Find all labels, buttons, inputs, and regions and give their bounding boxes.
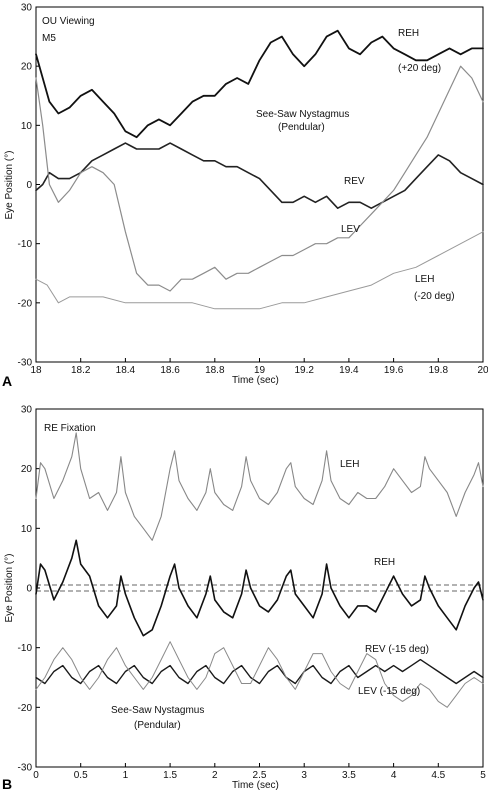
series-line-leh-a: [35, 231, 484, 310]
x-tick-label: 1.5: [163, 770, 177, 781]
y-tick-label: -30: [18, 358, 33, 369]
series-label-leh-b: LEH: [340, 459, 359, 470]
annotation-see-saw-a: See-Saw Nystagmus: [256, 109, 349, 120]
y-tick-label: -20: [18, 298, 33, 309]
y-tick-label: 10: [21, 121, 33, 132]
x-tick-label: 18: [30, 365, 42, 376]
x-tick-label: 4: [391, 770, 397, 781]
x-axis-label-a: Time (sec): [232, 375, 279, 386]
series-label-lev-b: LEV (-15 deg): [358, 686, 420, 697]
x-tick-label: 18.8: [205, 365, 225, 376]
reference-lines-b: [36, 584, 483, 592]
panel-b: 0 0.5 1 1.5 2 2.5 3 3.5 4 4.5 5 30 20 10 0 -10 -20 -30 Ti…: [2, 405, 486, 790]
series-line-reh-a: [35, 29, 484, 139]
annotation-m5: M5: [42, 33, 56, 44]
y-tick-label: 0: [26, 584, 32, 595]
plot-frame-b: [35, 408, 484, 768]
x-tick-label: 19.2: [294, 365, 314, 376]
series-label-rev-a: REV: [344, 176, 365, 187]
x-tick-label: 18.4: [116, 365, 136, 376]
series-group-b: [35, 432, 484, 708]
y-tick-label: 30: [21, 405, 33, 416]
y-tick-label: 10: [21, 524, 33, 535]
x-tick-label: 19: [254, 365, 266, 376]
series-line-rev-a: [35, 142, 484, 209]
x-tick-label: 3: [301, 770, 307, 781]
series-sublabel-reh-a: (+20 deg): [398, 63, 441, 74]
axis-ticks-b: 0 0.5 1 1.5 2 2.5 3 3.5 4 4.5 5 30 20 10 0 -10 -20 -30: [18, 405, 487, 782]
series-label-leh-a: LEH: [415, 274, 434, 285]
series-sublabel-leh-a: (-20 deg): [414, 291, 455, 302]
annotation-see-saw-b: See-Saw Nystagmus: [111, 705, 204, 716]
x-tick-label: 18.2: [71, 365, 91, 376]
x-tick-label: 2: [212, 770, 218, 781]
series-line-rev-b: [35, 658, 484, 685]
y-tick-label: 20: [21, 464, 33, 475]
series-label-rev-b: REV (-15 deg): [365, 644, 429, 655]
y-tick-label: 20: [21, 62, 33, 73]
x-tick-label: 19.8: [429, 365, 449, 376]
x-tick-label: 3.5: [342, 770, 356, 781]
series-line-lev-b: [35, 641, 484, 708]
x-tick-label: 18.6: [160, 365, 180, 376]
annotation-ou-viewing: OU Viewing: [42, 16, 95, 27]
y-tick-label: -30: [18, 763, 33, 774]
series-line-reh-b: [35, 539, 484, 637]
x-tick-label: 19.6: [384, 365, 404, 376]
series-line-leh-b: [35, 432, 484, 541]
x-tick-label: 20: [477, 365, 488, 376]
series-group-a: [35, 29, 484, 310]
series-label-reh-a: REH: [398, 28, 419, 39]
annotation-pendular-b: (Pendular): [134, 720, 181, 731]
y-tick-label: 30: [21, 3, 33, 14]
series-line-lev-a: [35, 65, 484, 292]
x-tick-label: 2.5: [253, 770, 267, 781]
panel-a: 18 18.2 18.4 18.6 18.8 19 19.2 19.4 19.6 19.8 20 30…: [2, 3, 488, 390]
series-label-lev-a: LEV: [341, 224, 360, 235]
x-tick-label: 4.5: [431, 770, 445, 781]
x-tick-label: 5: [480, 770, 486, 781]
x-tick-label: 0: [33, 770, 39, 781]
y-axis-label-a: Eye Position (°): [4, 150, 15, 219]
y-tick-label: 0: [26, 180, 32, 191]
y-axis-label-b: Eye Position (°): [4, 553, 15, 622]
axis-ticks-a: 18 18.2 18.4 18.6 18.8 19 19.2 19.4 19.6 19.8 20 30…: [18, 3, 488, 377]
x-axis-label-b: Time (sec): [232, 780, 279, 790]
annotation-re-fixation: RE Fixation: [44, 423, 96, 434]
panel-letter-b: B: [2, 776, 12, 790]
panel-letter-a: A: [2, 373, 12, 389]
y-tick-label: -10: [18, 643, 33, 654]
x-tick-label: 1: [123, 770, 129, 781]
series-label-reh-b: REH: [374, 557, 395, 568]
x-tick-label: 19.4: [339, 365, 359, 376]
x-tick-label: 0.5: [74, 770, 88, 781]
y-tick-label: -10: [18, 239, 33, 250]
y-tick-label: -20: [18, 703, 33, 714]
annotation-pendular-a: (Pendular): [278, 122, 325, 133]
